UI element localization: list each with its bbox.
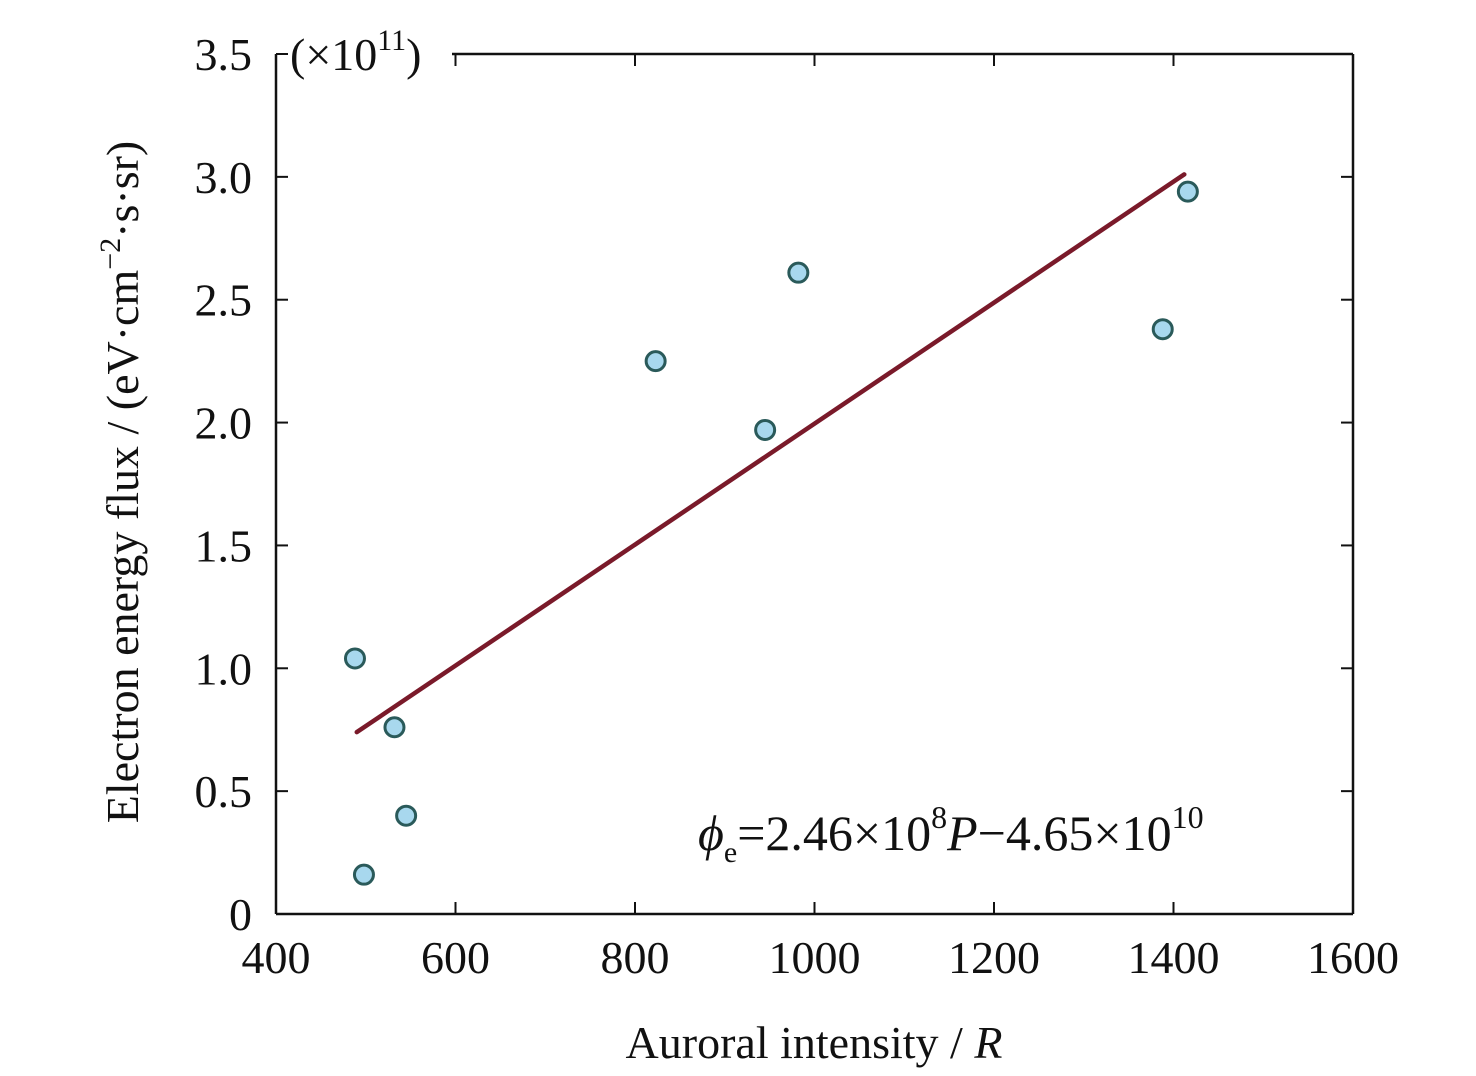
data-point (1151, 318, 1174, 341)
fit-line-group (354, 172, 1187, 735)
fit-equation: ϕe=2.46×108P−4.65×1010 (698, 799, 1204, 869)
y-tick-label: 2.5 (195, 275, 253, 326)
y-tick-label: 3.5 (195, 29, 253, 80)
y-multiplier: (×1011) (290, 24, 421, 80)
data-point (395, 804, 418, 827)
x-tick-label: 1400 (1128, 932, 1220, 983)
data-point (352, 863, 375, 886)
data-point (383, 716, 406, 739)
regression-line (354, 172, 1187, 735)
y-axis-title: Electron energy flux / (eV·cm−2·s·sr) (94, 141, 148, 823)
y-tick-label: 3.0 (195, 152, 253, 203)
x-tick-label: 1600 (1307, 932, 1399, 983)
data-point (754, 418, 777, 441)
x-tick-label: 1000 (769, 932, 861, 983)
y-tick-label: 0 (229, 889, 252, 940)
x-tick-label: 400 (242, 932, 311, 983)
y-tick-label: 1.5 (195, 520, 253, 571)
data-point (644, 350, 667, 373)
y-axis: 0 0.5 1.0 1.5 2.0 2.5 3.0 3.5 (195, 29, 1353, 940)
data-point (1176, 180, 1199, 203)
data-points (343, 180, 1199, 886)
data-point (343, 647, 366, 670)
x-tick-label: 800 (601, 932, 670, 983)
y-tick-label: 2.0 (195, 398, 253, 449)
y-tick-label: 1.0 (195, 643, 253, 694)
x-axis: 400 600 800 1000 1200 1400 1600 (242, 54, 1399, 983)
y-tick-label: 0.5 (195, 766, 253, 817)
x-tick-label: 1200 (948, 932, 1040, 983)
x-axis-title: Auroral intensity / R (626, 1017, 1003, 1068)
data-point (787, 261, 810, 284)
x-tick-label: 600 (421, 932, 490, 983)
